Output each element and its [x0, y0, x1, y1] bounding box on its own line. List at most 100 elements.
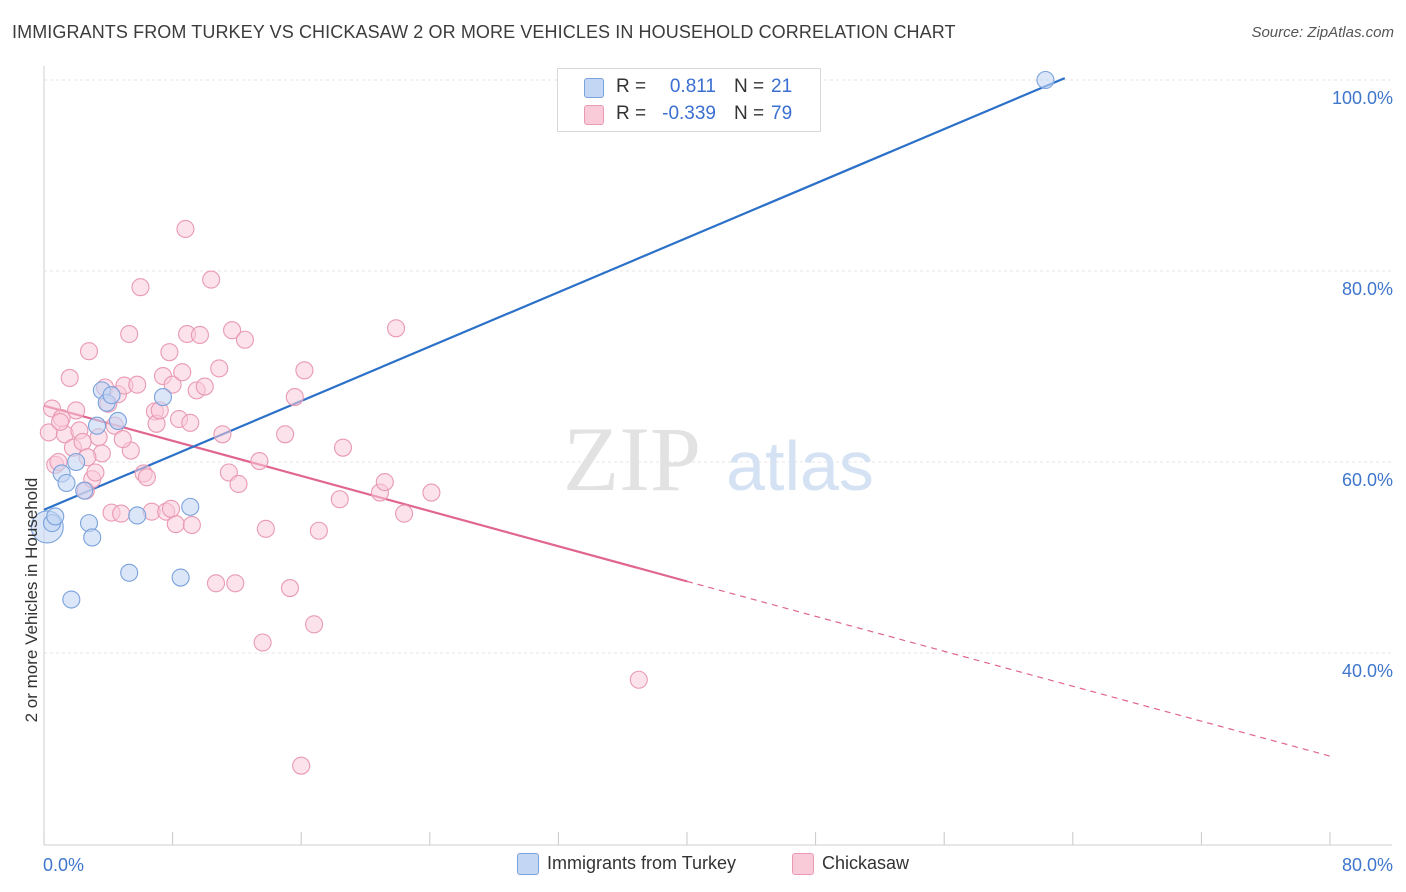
stats-legend: R = 0.811 N = 21 R = -0.339 N = 79	[557, 68, 821, 132]
data-point-turkey	[67, 452, 86, 472]
data-point-chickasaw	[375, 473, 394, 492]
data-point-chickasaw	[223, 321, 242, 340]
y-axis-label-wrap: 2 or more Vehicles in Household	[16, 330, 46, 730]
data-point-chickasaw	[166, 515, 185, 534]
series-label-chickasaw: Chickasaw	[822, 853, 910, 873]
data-point-chickasaw	[235, 330, 254, 349]
watermark: ZIP atlas	[563, 408, 874, 510]
legend-n-value-turkey: 21	[771, 76, 793, 97]
data-point-turkey	[75, 481, 94, 500]
data-point-chickasaw	[182, 515, 201, 535]
x-tick-label-min: 0.0%	[43, 855, 84, 875]
x-tick-label-max: 80.0%	[1342, 855, 1393, 875]
data-point-chickasaw	[160, 343, 179, 362]
data-point-turkey	[102, 386, 121, 405]
axes	[43, 66, 1392, 846]
data-point-chickasaw	[213, 425, 232, 444]
data-point-chickasaw	[210, 359, 229, 378]
tick-labels: 40.0% 60.0% 80.0% 100.0% 0.0% 80.0%	[43, 88, 1393, 875]
data-point-chickasaw	[120, 324, 139, 344]
legend-row-turkey: R = 0.811 N = 21	[558, 74, 820, 100]
series-swatch-turkey	[517, 853, 539, 875]
trend-line-chickasaw	[43, 404, 688, 583]
source-label: Source: ZipAtlas.com	[1251, 24, 1394, 41]
data-point-chickasaw	[333, 438, 353, 457]
legend-r-value-turkey: 0.811	[669, 76, 716, 97]
y-tick-label: 80.0%	[1342, 279, 1393, 299]
legend-r-value-chickasaw: -0.339	[662, 103, 716, 124]
trend-line-chickasaw-extension	[686, 580, 1331, 757]
data-point-chickasaw	[113, 430, 132, 449]
data-point-turkey	[87, 416, 107, 435]
data-point-turkey	[120, 563, 139, 582]
data-point-chickasaw	[226, 574, 245, 593]
data-point-chickasaw	[195, 377, 214, 396]
data-point-chickasaw	[128, 375, 147, 394]
data-point-turkey	[62, 590, 81, 609]
data-point-chickasaw	[253, 633, 272, 652]
data-point-chickasaw	[305, 615, 324, 634]
data-point-chickasaw	[386, 319, 406, 338]
data-point-chickasaw	[250, 451, 269, 471]
data-point-turkey	[57, 473, 76, 493]
data-point-chickasaw	[73, 432, 92, 451]
chickasaw-points	[39, 219, 648, 775]
data-point-chickasaw	[295, 361, 314, 380]
data-point-chickasaw	[67, 401, 86, 420]
data-point-turkey	[46, 507, 65, 526]
legend-r-label: R =	[616, 103, 647, 124]
data-point-chickasaw	[137, 468, 156, 487]
data-point-turkey	[108, 411, 127, 430]
data-point-chickasaw	[229, 474, 248, 494]
data-point-chickasaw	[285, 388, 304, 407]
data-point-chickasaw	[276, 425, 295, 444]
chart-title: IMMIGRANTS FROM TURKEY VS CHICKASAW 2 OR…	[12, 22, 956, 42]
data-point-chickasaw	[181, 413, 200, 432]
legend-swatch-chickasaw	[584, 105, 604, 125]
watermark-atlas: atlas	[726, 427, 874, 505]
y-tick-label: 100.0%	[1332, 88, 1393, 108]
data-point-chickasaw	[176, 219, 195, 239]
data-point-chickasaw	[292, 756, 311, 775]
data-point-chickasaw	[86, 463, 105, 482]
data-point-chickasaw	[173, 363, 192, 382]
series-swatch-chickasaw	[792, 853, 814, 875]
data-point-chickasaw	[190, 325, 209, 345]
data-point-turkey	[128, 506, 147, 525]
legend-r-label: R =	[616, 76, 647, 97]
data-point-turkey	[83, 528, 102, 547]
data-point-chickasaw	[256, 519, 275, 538]
data-point-turkey	[1036, 70, 1055, 90]
series-label-turkey: Immigrants from Turkey	[547, 853, 737, 873]
grid-lines	[44, 79, 1392, 654]
data-point-chickasaw	[206, 574, 226, 593]
series-legend: Immigrants from Turkey Chickasaw	[0, 852, 1406, 880]
data-point-chickasaw	[629, 670, 648, 689]
data-point-chickasaw	[161, 499, 181, 518]
data-point-chickasaw	[60, 368, 79, 388]
data-point-chickasaw	[309, 521, 328, 540]
trend-line-turkey	[43, 77, 1066, 511]
data-point-chickasaw	[163, 375, 182, 394]
data-point-turkey	[171, 568, 190, 587]
data-point-turkey	[153, 388, 173, 407]
data-point-chickasaw	[422, 483, 441, 502]
data-point-chickasaw	[131, 278, 150, 297]
data-point-chickasaw	[330, 490, 349, 509]
data-point-chickasaw	[202, 270, 221, 289]
watermark-zip: ZIP	[563, 408, 701, 510]
data-point-chickasaw	[395, 504, 414, 523]
y-tick-label: 60.0%	[1342, 470, 1393, 490]
data-point-chickasaw	[280, 579, 299, 598]
y-tick-label: 40.0%	[1342, 661, 1393, 681]
legend-n-label: N =	[734, 76, 765, 97]
legend-n-value-chickasaw: 79	[771, 103, 793, 124]
turkey-points	[30, 70, 1055, 609]
data-point-turkey	[181, 497, 200, 516]
legend-row-chickasaw: R = -0.339 N = 79	[558, 101, 820, 127]
data-point-chickasaw	[79, 342, 99, 361]
data-point-chickasaw	[51, 412, 70, 431]
y-axis-label: 2 or more Vehicles in Household	[22, 478, 41, 723]
legend-n-label: N =	[734, 103, 765, 124]
